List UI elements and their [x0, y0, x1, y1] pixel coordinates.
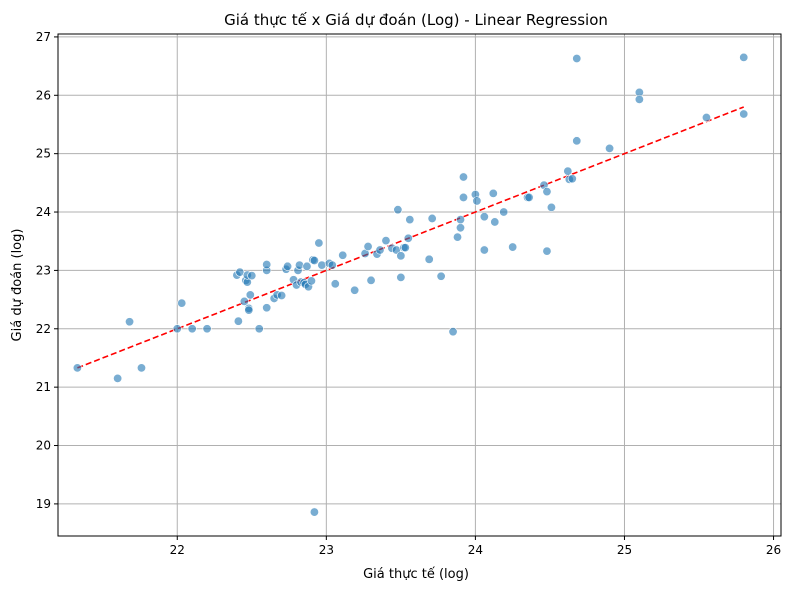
- data-point: [424, 254, 434, 264]
- regression-line: [77, 106, 745, 369]
- data-point: [479, 212, 489, 222]
- data-point: [72, 363, 82, 373]
- data-point: [634, 94, 644, 104]
- data-point: [436, 271, 446, 281]
- data-point: [508, 242, 518, 252]
- data-point: [572, 136, 582, 146]
- data-point: [262, 303, 272, 313]
- data-point: [455, 223, 465, 233]
- data-point: [567, 174, 577, 184]
- data-point: [542, 187, 552, 197]
- data-point: [739, 109, 749, 119]
- grid-lines: [58, 34, 781, 536]
- data-point: [479, 245, 489, 255]
- y-tick-label: 24: [36, 205, 51, 219]
- data-point: [455, 215, 465, 225]
- data-point: [239, 296, 249, 306]
- data-point: [247, 271, 257, 281]
- data-point: [233, 316, 243, 326]
- y-axis-ticks: 19 20 21 22 23 24 25 26 27: [36, 30, 58, 511]
- data-point: [488, 188, 498, 198]
- data-point: [317, 260, 327, 270]
- data-point: [605, 143, 615, 153]
- data-point: [400, 243, 410, 253]
- data-point: [393, 205, 403, 215]
- data-point: [330, 279, 340, 289]
- regression-line-layer: [77, 106, 745, 369]
- x-tick-label: 23: [319, 543, 334, 557]
- data-point: [563, 166, 573, 176]
- data-point: [338, 250, 348, 260]
- data-point: [448, 327, 458, 337]
- data-point: [363, 241, 373, 251]
- data-point: [453, 232, 463, 242]
- data-point: [396, 272, 406, 282]
- data-point: [427, 213, 437, 223]
- x-tick-label: 26: [766, 543, 781, 557]
- y-tick-label: 26: [36, 88, 51, 102]
- data-point: [701, 112, 711, 122]
- y-tick-label: 25: [36, 147, 51, 161]
- data-point: [458, 192, 468, 202]
- data-point: [327, 260, 337, 270]
- data-point: [202, 324, 212, 334]
- data-point: [314, 238, 324, 248]
- data-point: [375, 245, 385, 255]
- data-point: [235, 267, 245, 277]
- x-axis-ticks: 22 23 24 25 26: [170, 536, 781, 557]
- data-point: [350, 285, 360, 295]
- y-tick-label: 22: [36, 322, 51, 336]
- data-point: [245, 290, 255, 300]
- y-tick-label: 21: [36, 380, 51, 394]
- data-point: [542, 246, 552, 256]
- data-point: [396, 251, 406, 261]
- data-point: [546, 202, 556, 212]
- data-point: [187, 324, 197, 334]
- x-tick-label: 22: [170, 543, 185, 557]
- data-point: [283, 261, 293, 271]
- data-point: [381, 236, 391, 246]
- data-point: [294, 260, 304, 270]
- plot-frame: [57, 33, 782, 537]
- data-point: [458, 172, 468, 182]
- data-point: [306, 276, 316, 286]
- data-point: [262, 260, 272, 270]
- data-point: [125, 317, 135, 327]
- data-point: [172, 324, 182, 334]
- data-point: [254, 324, 264, 334]
- data-point: [302, 261, 312, 271]
- data-point: [309, 507, 319, 517]
- x-tick-label: 25: [617, 543, 632, 557]
- data-point: [309, 255, 319, 265]
- data-point: [177, 298, 187, 308]
- y-tick-label: 20: [36, 439, 51, 453]
- data-point: [244, 305, 254, 315]
- y-tick-label: 19: [36, 497, 51, 511]
- chart-title: Giá thực tế x Giá dự đoán (Log) - Linear…: [224, 11, 608, 29]
- data-point: [524, 192, 534, 202]
- data-point: [403, 233, 413, 243]
- data-point: [490, 217, 500, 227]
- data-point: [136, 363, 146, 373]
- y-tick-label: 23: [36, 263, 51, 277]
- x-tick-label: 24: [468, 543, 483, 557]
- x-axis-label: Giá thực tế (log): [363, 567, 469, 582]
- data-points: [72, 52, 749, 517]
- y-tick-label: 27: [36, 30, 51, 44]
- data-point: [739, 52, 749, 62]
- data-point: [472, 196, 482, 206]
- data-point: [499, 207, 509, 217]
- data-point: [366, 275, 376, 285]
- data-point: [277, 291, 287, 301]
- y-axis-label: Giá dự đoán (log): [10, 229, 25, 342]
- data-point: [405, 215, 415, 225]
- data-point: [113, 373, 123, 383]
- data-point: [572, 54, 582, 64]
